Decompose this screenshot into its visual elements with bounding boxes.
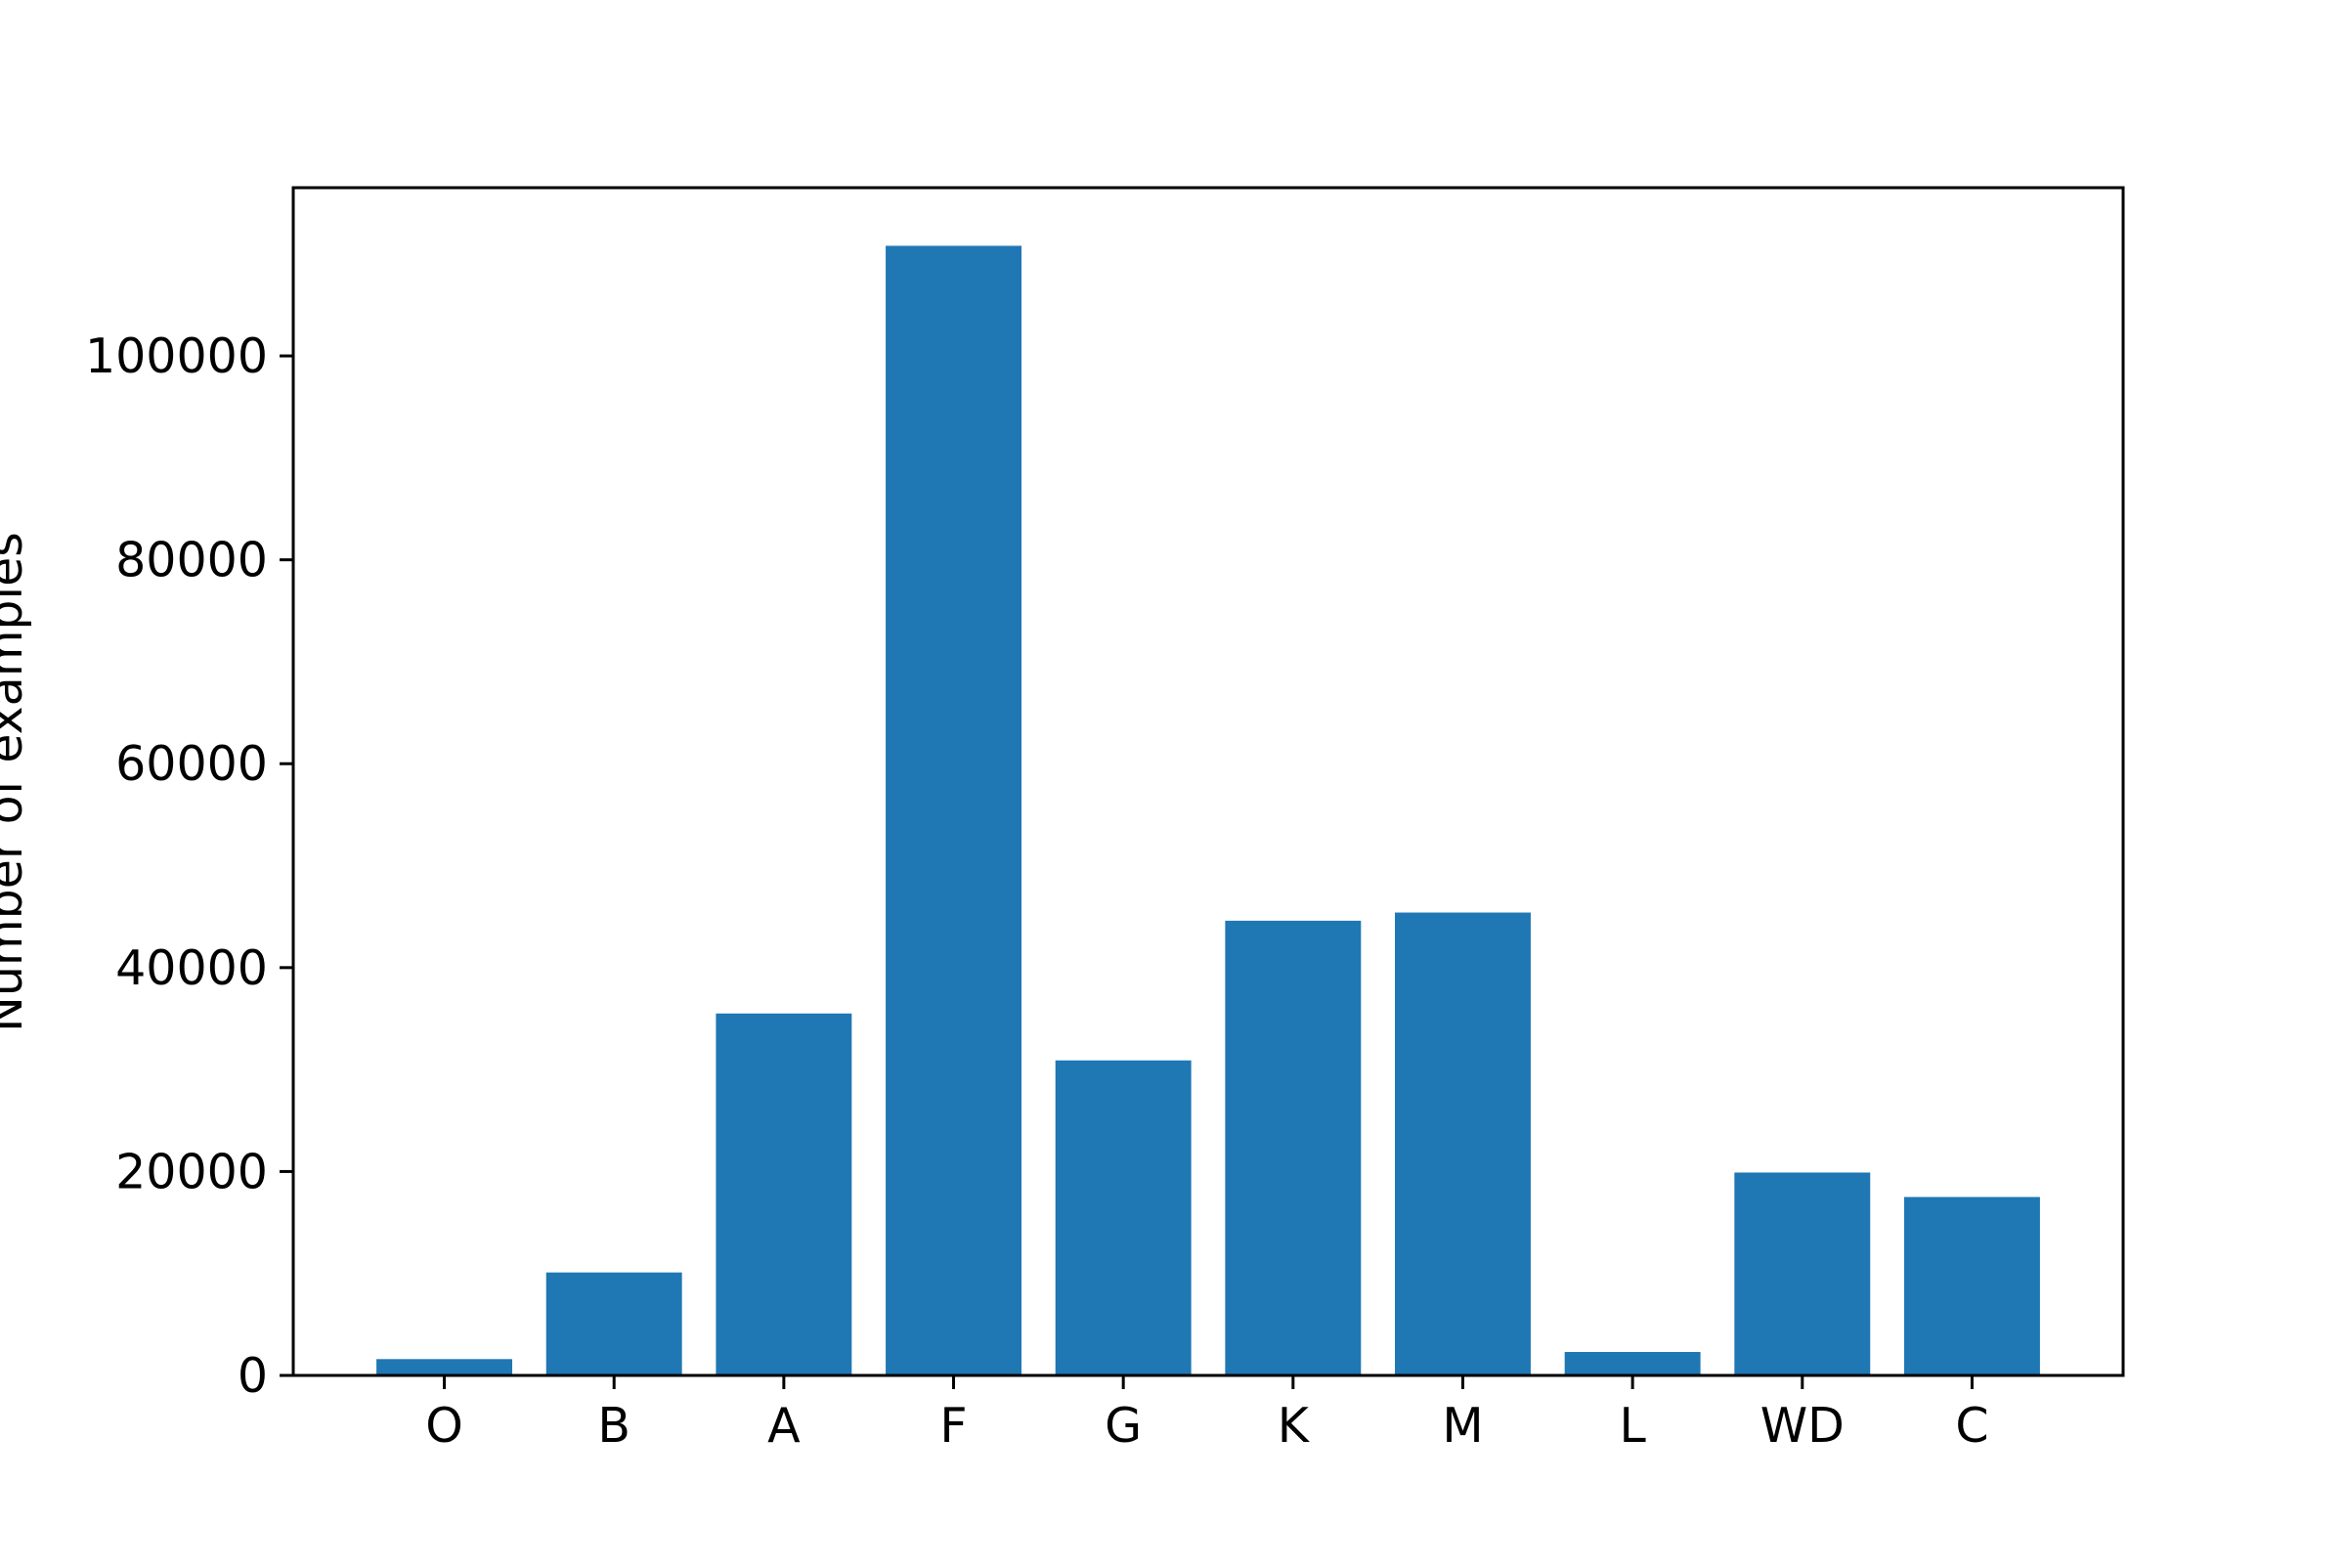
y-tick-label: 0 — [238, 1348, 268, 1404]
plot-frame — [291, 186, 2125, 1377]
bar-k — [1225, 920, 1362, 1375]
bar-wd — [1734, 1172, 1871, 1375]
bar-m — [1395, 912, 1531, 1375]
bar-l — [1564, 1352, 1701, 1375]
y-tick-label: 40000 — [115, 940, 268, 996]
y-axis: 0 20000 40000 60000 80000 100000 — [85, 328, 293, 1404]
x-tick-label: A — [767, 1398, 801, 1454]
x-tick-label: O — [425, 1398, 463, 1454]
y-tick-label: 100000 — [85, 328, 268, 384]
bar-b — [545, 1272, 682, 1375]
bar-o — [376, 1359, 513, 1375]
x-tick-label: C — [1955, 1398, 1988, 1454]
y-axis-label: Number of examples — [0, 532, 33, 1032]
bar-c — [1903, 1197, 2040, 1375]
x-tick-label: M — [1442, 1398, 1483, 1454]
y-tick-label: 60000 — [115, 736, 268, 792]
y-tick-label: 20000 — [115, 1144, 268, 1199]
x-tick-label: L — [1619, 1398, 1646, 1454]
x-axis: O B A F G K M L WD C — [425, 1375, 1989, 1454]
x-tick-label: F — [939, 1398, 967, 1454]
x-tick-label: K — [1278, 1398, 1311, 1454]
bar-a — [716, 1013, 852, 1375]
x-tick-label: B — [597, 1398, 630, 1454]
y-tick-label: 80000 — [115, 533, 268, 588]
bar-f — [886, 245, 1021, 1376]
bar-g — [1055, 1060, 1192, 1375]
x-tick-label: WD — [1760, 1398, 1845, 1454]
bars-layer — [376, 245, 2040, 1376]
x-tick-label: G — [1105, 1398, 1142, 1454]
